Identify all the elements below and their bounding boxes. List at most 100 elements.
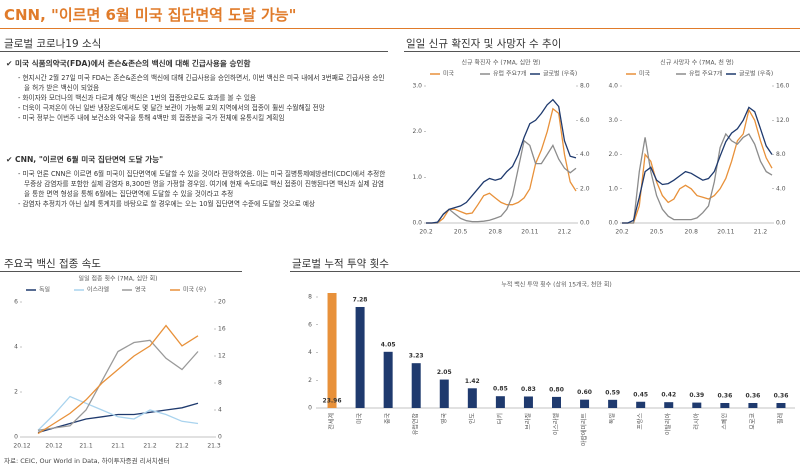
- y2-tick-label: 16.0: [776, 83, 790, 90]
- value-label: 3.23: [409, 353, 424, 360]
- y-tick-label: 4: [14, 344, 18, 351]
- x-tick-label: 모로코: [749, 413, 756, 430]
- section-rule: [0, 271, 242, 272]
- y-tick-label: 4.0: [608, 83, 618, 90]
- page-title: CNN, "이르면 6월 미국 집단면역 도달 가능": [4, 6, 297, 24]
- value-label: 4.05: [381, 341, 396, 348]
- x-tick-label: 이탈리아: [664, 413, 672, 436]
- value-label: 0.42: [661, 392, 676, 399]
- y2-tick-label: 8: [218, 380, 222, 387]
- news-heading: 미국 식품의약국(FDA)에서 존슨&존슨의 백신에 대해 긴급사용을 승인함: [6, 59, 388, 69]
- y-tick-label: 2: [308, 377, 312, 384]
- section-title: 주요국 백신 접종 속도: [4, 258, 101, 270]
- y-tick-label: 2.0: [412, 128, 422, 135]
- y2-tick-label: 0.0: [580, 220, 590, 227]
- bar: [664, 402, 674, 408]
- x-tick-label: 이스라엘: [552, 413, 560, 436]
- chart-title: 일일 접종 횟수 (7MA, 십만 회): [79, 275, 158, 283]
- chart-title: 신규 확진자 수 (7MA, 십만 명): [462, 59, 541, 67]
- series-line: [622, 106, 773, 224]
- y-tick-label: 0.0: [412, 220, 422, 227]
- y-tick-label: 1.0: [412, 174, 422, 181]
- bar: [580, 399, 590, 408]
- title-rule: [0, 28, 800, 29]
- y2-tick-label: 12: [218, 353, 226, 360]
- x-tick-label: 20.11: [717, 229, 734, 236]
- x-tick-label: 20.5: [650, 229, 664, 236]
- bullet-list: 현지시간 2월 27일 미국 FDA는 존슨&존슨의 백신에 대해 긴급사용을 …: [6, 73, 388, 123]
- value-label: 0.45: [633, 391, 648, 398]
- chart: 신규 확진자 수 (7MA, 십만 명) 미국 유럽 주요7개 글로벌 (우축) 0.0…: [412, 59, 590, 236]
- value-label: 0.83: [521, 386, 536, 393]
- bar: [439, 379, 449, 408]
- chart: 누적 백신 투약 횟수 (상위 15개국, 천만 회) 0 2 4 6 8 23.96 전세계…: [308, 281, 795, 447]
- y-tick-label: 6: [14, 299, 18, 306]
- bar: [355, 306, 365, 408]
- bar: [636, 401, 646, 408]
- y-tick-label: 2: [14, 389, 18, 396]
- bar: [523, 396, 533, 408]
- value-label: 0.39: [689, 392, 704, 399]
- series-line: [37, 339, 199, 431]
- value-label: 2.05: [437, 369, 452, 376]
- legend-label: 유럽 주요7개: [493, 70, 526, 78]
- series-line: [426, 98, 577, 224]
- x-tick-label: 전세계: [328, 413, 336, 430]
- chart-title: 신규 사망자 수 (7MA, 천 명): [660, 59, 733, 67]
- x-tick-label: 인도: [469, 413, 476, 425]
- y2-tick-label: 0.0: [776, 220, 786, 227]
- series-line: [426, 107, 577, 224]
- value-label: 0.36: [717, 393, 732, 400]
- y-tick-label: 4: [308, 349, 312, 356]
- bullet: 미국 언론 CNN은 이르면 6월 미국이 집단면역에 도달할 수 있을 것이라…: [18, 169, 388, 199]
- x-tick-label: 유럽연합: [412, 413, 420, 436]
- y2-tick-label: 4: [218, 407, 222, 414]
- x-tick-label: 20.8: [489, 229, 503, 236]
- bar: [552, 396, 561, 408]
- source-note: 자료: CEIC, Our World in Data, 하이투자증권 리서치센…: [4, 457, 170, 465]
- bullet: 감염자 추정치가 아닌 실제 통계치를 바탕으로 할 경우에는 오는 10월 집…: [18, 199, 388, 209]
- y2-tick-label: 8.0: [776, 151, 786, 158]
- x-tick-label: 20.2: [615, 229, 629, 236]
- section-title: 일일 신규 확진자 및 사망자 수 추이: [406, 38, 562, 50]
- y-tick-label: 0: [308, 405, 312, 412]
- bar: [467, 388, 477, 408]
- x-tick-label: 미국: [356, 413, 364, 425]
- bar: [720, 403, 730, 408]
- section-title: 글로벌 누적 투약 횟수: [292, 258, 389, 270]
- x-tick-label: 영국: [440, 413, 448, 425]
- x-tick-label: 21.2: [754, 229, 768, 236]
- series-line: [37, 324, 199, 435]
- legend-label: 영국: [135, 286, 147, 294]
- x-tick-label: 20.11: [521, 229, 538, 236]
- section-rule: [290, 271, 800, 272]
- x-tick-label: 아랍에미리트: [580, 413, 588, 447]
- section-title: 글로벌 코로나19 소식: [4, 38, 102, 50]
- x-tick-label: 20.2: [419, 229, 433, 236]
- series-line: [37, 402, 199, 434]
- bullet: 더욱이 극저온이 아닌 일반 냉장온도에서도 몇 달간 보관이 가능해 교외 지…: [18, 103, 388, 113]
- y2-tick-label: 0: [218, 434, 222, 441]
- x-tick-label: 21.2: [143, 443, 157, 450]
- y2-tick-label: 2.0: [580, 185, 590, 192]
- legend-label: 유럽 주요7개: [689, 70, 722, 78]
- x-tick-label: 21.2: [558, 229, 572, 236]
- section-rule: [404, 51, 800, 52]
- bullet: 현지시간 2월 27일 미국 FDA는 존슨&존슨의 백신에 대해 긴급사용을 …: [18, 73, 388, 93]
- bullet-list: 미국 언론 CNN은 이르면 6월 미국이 집단면역에 도달할 수 있을 것이라…: [6, 169, 388, 209]
- y2-tick-label: 8.0: [580, 83, 590, 90]
- bar: [383, 351, 393, 408]
- x-tick-label: 중국: [385, 413, 392, 425]
- x-tick-label: 독일: [608, 413, 616, 424]
- bar: [608, 399, 618, 408]
- y2-tick-label: 4.0: [580, 151, 590, 158]
- x-tick-label: 20.8: [685, 229, 699, 236]
- value-label: 1.42: [465, 378, 480, 385]
- value-label: 0.85: [493, 386, 508, 393]
- x-tick-label: 프랑스: [637, 413, 644, 430]
- legend-label: 글로벌 (우축): [739, 70, 773, 78]
- x-tick-label: 칠레: [776, 413, 784, 424]
- news-item: 미국 식품의약국(FDA)에서 존슨&존슨의 백신에 대해 긴급사용을 승인함 …: [6, 59, 388, 123]
- bar: [748, 403, 758, 408]
